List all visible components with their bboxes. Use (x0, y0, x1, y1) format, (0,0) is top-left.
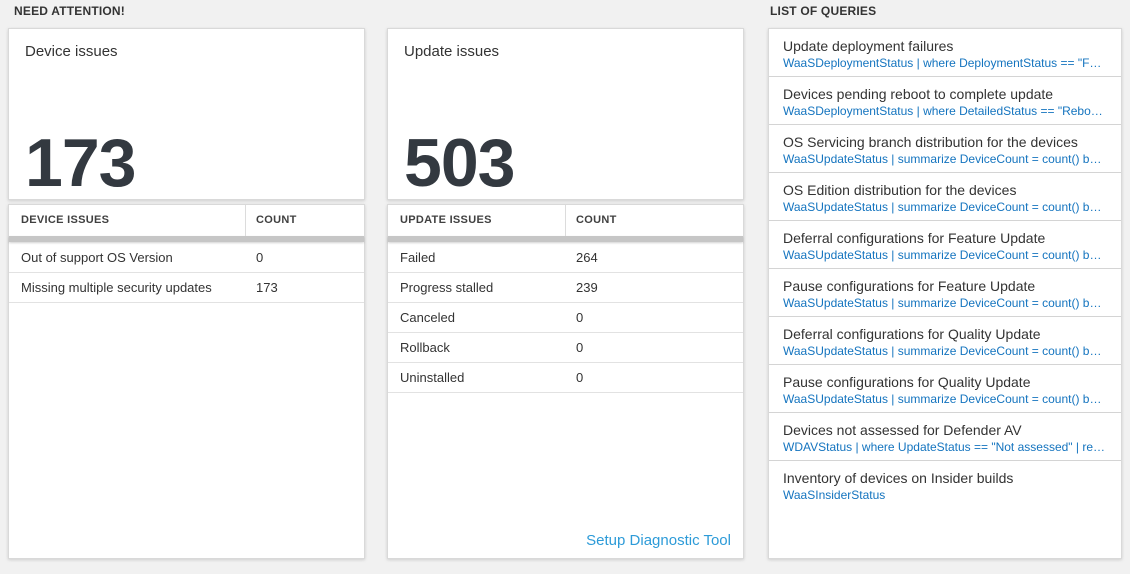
query-title: Pause configurations for Feature Update (783, 278, 1036, 294)
update-table-row-canceled[interactable]: Canceled 0 (388, 303, 743, 333)
query-item-pause-quality-update[interactable]: Pause configurations for Quality Update … (769, 365, 1121, 413)
update-table-header-count: COUNT (576, 214, 617, 226)
query-text: WDAVStatus | where UpdateStatus == "Not … (783, 440, 1107, 454)
query-item-os-edition-distribution[interactable]: OS Edition distribution for the devices … (769, 173, 1121, 221)
query-title: Devices not assessed for Defender AV (783, 422, 1022, 438)
query-text: WaaSUpdateStatus | summarize DeviceCount… (783, 200, 1107, 214)
query-title: Inventory of devices on Insider builds (783, 470, 1014, 486)
query-title: Update deployment failures (783, 38, 954, 54)
query-text: WaaSDeploymentStatus | where DetailedSta… (783, 104, 1107, 118)
query-item-deferral-feature-update[interactable]: Deferral configurations for Feature Upda… (769, 221, 1121, 269)
device-table-header-count: COUNT (256, 214, 297, 226)
update-table-row-failed[interactable]: Failed 264 (388, 243, 743, 273)
query-text: WaaSInsiderStatus (783, 488, 886, 502)
row-label: Missing multiple security updates (21, 280, 212, 295)
row-label: Out of support OS Version (21, 250, 173, 265)
row-label: Progress stalled (400, 280, 494, 295)
setup-diagnostic-tool-link[interactable]: Setup Diagnostic Tool (586, 532, 731, 549)
query-item-devices-pending-reboot[interactable]: Devices pending reboot to complete updat… (769, 77, 1121, 125)
row-label: Failed (400, 250, 436, 265)
update-table-row-rollback[interactable]: Rollback 0 (388, 333, 743, 363)
query-title: Pause configurations for Quality Update (783, 374, 1031, 390)
update-issues-summary-tile[interactable]: Update issues 503 (387, 28, 744, 200)
device-issues-summary-tile[interactable]: Device issues 173 (8, 28, 365, 200)
query-item-update-deployment-failures[interactable]: Update deployment failures WaaSDeploymen… (769, 29, 1121, 77)
device-table-row-out-of-support[interactable]: Out of support OS Version 0 (9, 243, 364, 273)
query-item-inventory-insider-builds[interactable]: Inventory of devices on Insider builds W… (769, 461, 1121, 509)
query-text: WaaSUpdateStatus | summarize DeviceCount… (783, 392, 1107, 406)
device-table-row-missing-updates[interactable]: Missing multiple security updates 173 (9, 273, 364, 303)
row-count: 0 (576, 310, 584, 325)
update-issues-table-tile: UPDATE ISSUES COUNT Failed 264 Progress … (387, 204, 744, 559)
device-table-header-issues: DEVICE ISSUES (9, 205, 246, 236)
row-count: 0 (576, 370, 584, 385)
query-text: WaaSUpdateStatus | summarize DeviceCount… (783, 344, 1107, 358)
query-title: OS Servicing branch distribution for the… (783, 134, 1078, 150)
update-table-header: UPDATE ISSUES COUNT (388, 205, 743, 236)
device-issues-title: Device issues (25, 43, 118, 60)
row-count: 0 (576, 340, 584, 355)
device-issues-table-tile: DEVICE ISSUES COUNT Out of support OS Ve… (8, 204, 365, 559)
row-label: Uninstalled (400, 370, 465, 385)
query-item-deferral-quality-update[interactable]: Deferral configurations for Quality Upda… (769, 317, 1121, 365)
row-count: 264 (576, 250, 598, 265)
query-title: OS Edition distribution for the devices (783, 182, 1017, 198)
update-issues-count: 503 (404, 125, 515, 201)
update-issues-title: Update issues (404, 43, 500, 60)
query-title: Devices pending reboot to complete updat… (783, 86, 1054, 102)
query-text: WaaSUpdateStatus | summarize DeviceCount… (783, 152, 1107, 166)
list-of-queries-panel: Update deployment failures WaaSDeploymen… (768, 28, 1122, 559)
row-count: 239 (576, 280, 598, 295)
update-table-row-progress-stalled[interactable]: Progress stalled 239 (388, 273, 743, 303)
device-issues-count: 173 (25, 125, 136, 201)
update-table-header-issues: UPDATE ISSUES (388, 205, 566, 236)
query-text: WaaSDeploymentStatus | where DeploymentS… (783, 56, 1107, 70)
table-header-divider-bar (388, 236, 743, 242)
query-item-devices-not-assessed-defender[interactable]: Devices not assessed for Defender AV WDA… (769, 413, 1121, 461)
query-text: WaaSUpdateStatus | summarize DeviceCount… (783, 248, 1107, 262)
list-of-queries-header: LIST OF QUERIES (770, 4, 877, 18)
row-count: 0 (256, 250, 264, 265)
row-label: Rollback (400, 340, 450, 355)
query-title: Deferral configurations for Quality Upda… (783, 326, 1041, 342)
row-label: Canceled (400, 310, 455, 325)
query-text: WaaSUpdateStatus | summarize DeviceCount… (783, 296, 1107, 310)
device-table-header: DEVICE ISSUES COUNT (9, 205, 364, 236)
table-header-divider-bar (9, 236, 364, 242)
query-item-pause-feature-update[interactable]: Pause configurations for Feature Update … (769, 269, 1121, 317)
query-item-os-servicing-branch[interactable]: OS Servicing branch distribution for the… (769, 125, 1121, 173)
need-attention-header: NEED ATTENTION! (14, 4, 125, 18)
row-count: 173 (256, 280, 278, 295)
query-title: Deferral configurations for Feature Upda… (783, 230, 1046, 246)
update-table-row-uninstalled[interactable]: Uninstalled 0 (388, 363, 743, 393)
